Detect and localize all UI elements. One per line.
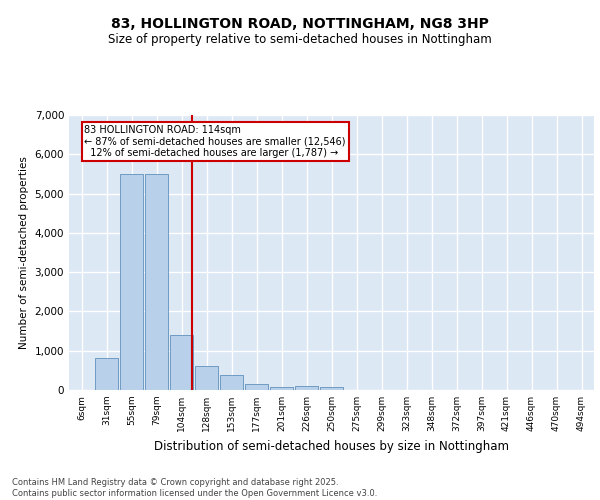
X-axis label: Distribution of semi-detached houses by size in Nottingham: Distribution of semi-detached houses by … bbox=[154, 440, 509, 452]
Text: 83, HOLLINGTON ROAD, NOTTINGHAM, NG8 3HP: 83, HOLLINGTON ROAD, NOTTINGHAM, NG8 3HP bbox=[111, 18, 489, 32]
Bar bbox=[220, 376, 243, 390]
Y-axis label: Number of semi-detached properties: Number of semi-detached properties bbox=[19, 156, 29, 349]
Bar bbox=[320, 387, 343, 390]
Text: Contains HM Land Registry data © Crown copyright and database right 2025.
Contai: Contains HM Land Registry data © Crown c… bbox=[12, 478, 377, 498]
Text: 83 HOLLINGTON ROAD: 114sqm
← 87% of semi-detached houses are smaller (12,546)
  : 83 HOLLINGTON ROAD: 114sqm ← 87% of semi… bbox=[85, 125, 346, 158]
Bar bbox=[245, 384, 268, 390]
Bar bbox=[295, 386, 318, 390]
Bar bbox=[120, 174, 143, 390]
Bar bbox=[170, 335, 193, 390]
Bar bbox=[195, 366, 218, 390]
Bar bbox=[145, 174, 168, 390]
Bar bbox=[95, 358, 118, 390]
Text: Size of property relative to semi-detached houses in Nottingham: Size of property relative to semi-detach… bbox=[108, 32, 492, 46]
Bar bbox=[270, 387, 293, 390]
